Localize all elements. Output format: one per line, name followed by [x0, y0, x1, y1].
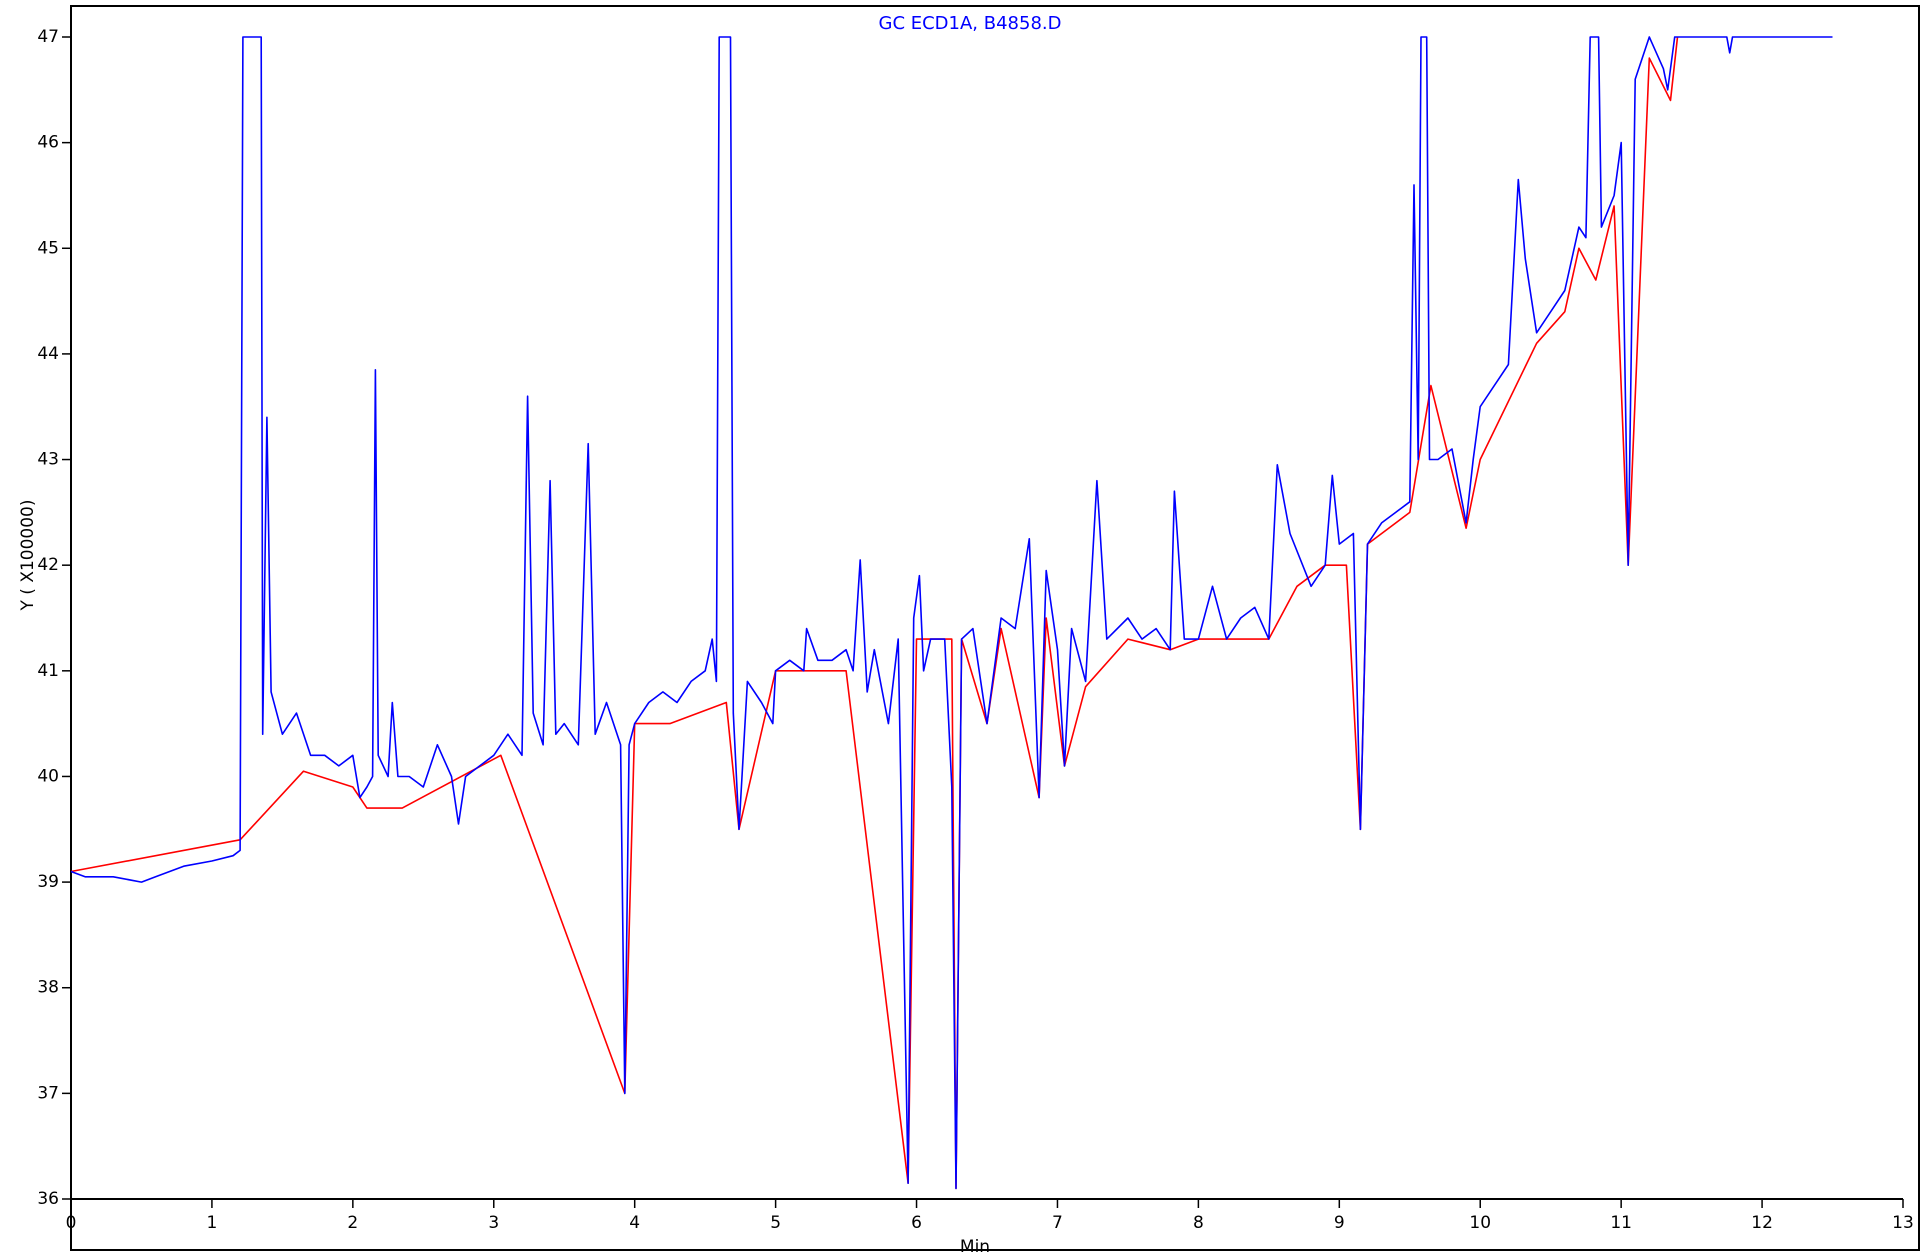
x-tick-label: 2 — [347, 1213, 358, 1233]
y-tick-label: 41 — [37, 661, 59, 681]
y-tick-label: 40 — [37, 766, 59, 786]
x-tick-label: 1 — [207, 1213, 218, 1233]
x-tick-label: 8 — [1193, 1213, 1204, 1233]
x-axis-label: Min — [960, 1237, 990, 1256]
x-tick-label: 5 — [770, 1213, 781, 1233]
chart-title: GC ECD1A, B4858.D — [879, 13, 1062, 34]
y-tick-label: 37 — [37, 1083, 59, 1103]
x-tick-label: 6 — [911, 1213, 922, 1233]
x-tick-label: 7 — [1052, 1213, 1063, 1233]
x-tick-label: 11 — [1610, 1213, 1632, 1233]
y-tick-label: 44 — [37, 344, 59, 364]
y-tick-label: 45 — [37, 238, 59, 258]
trace-line — [70, 36, 1833, 1190]
plot-frame — [70, 5, 1920, 1251]
x-tick-label: 0 — [66, 1213, 77, 1233]
y-tick-label: 46 — [37, 133, 59, 153]
y-tick-label: 38 — [37, 978, 59, 998]
trace-line — [70, 36, 1679, 1190]
y-tick-label: 43 — [37, 450, 59, 470]
y-tick-label: 47 — [37, 27, 59, 47]
x-tick-label: 3 — [488, 1213, 499, 1233]
x-tick-label: 13 — [1892, 1213, 1914, 1233]
y-axis-label: Y ( X100000) — [18, 500, 38, 612]
x-tick-label: 10 — [1469, 1213, 1491, 1233]
x-tick-label: 9 — [1334, 1213, 1345, 1233]
x-tick-label: 12 — [1751, 1213, 1773, 1233]
y-tick-label: 42 — [37, 555, 59, 575]
x-tick-label: 4 — [629, 1213, 640, 1233]
y-tick-label: 39 — [37, 872, 59, 892]
y-tick-label: 36 — [37, 1189, 59, 1209]
